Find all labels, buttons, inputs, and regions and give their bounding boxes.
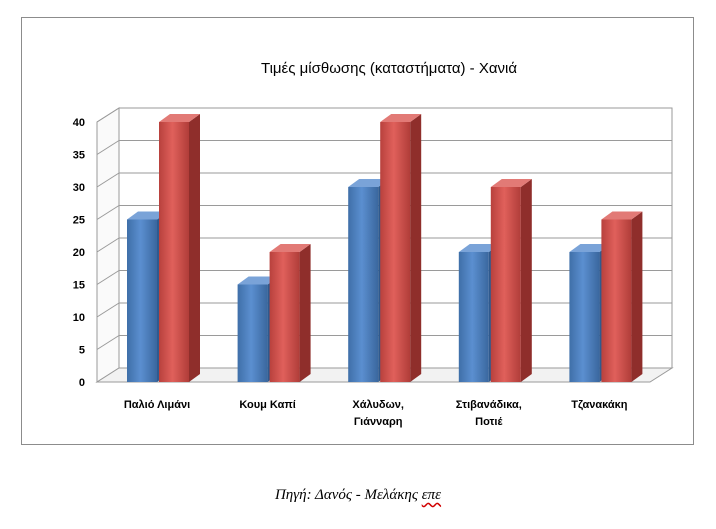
bars <box>127 114 643 382</box>
x-axis-labels: Παλιό Λιμάνι Κουμ Καπί Χάλυδων, Γιάνναρη Στι… <box>124 399 628 428</box>
x-tick-label: Στιβανάδικα, Ποτιέ <box>456 399 522 428</box>
gridline <box>96 237 120 253</box>
bar <box>380 114 422 382</box>
source-caption: Πηγή: Δανός - Μελάκης επε <box>0 487 716 504</box>
y-tick-label: 40 <box>73 117 85 129</box>
y-axis-ticks: 0 5 10 15 20 25 30 35 40 <box>73 117 85 389</box>
chart-frame: Τιμές μίσθωσης (καταστήματα) - Χανιά 0 5 1… <box>21 17 694 445</box>
gridline <box>96 335 120 350</box>
x-tick-label: Κουμ Καπί <box>239 399 296 411</box>
bar <box>269 244 311 382</box>
y-tick-label: 30 <box>73 182 85 194</box>
y-tick-label: 20 <box>73 247 85 259</box>
bar <box>601 211 643 382</box>
x-tick-label: Τζανακάκη <box>571 399 627 411</box>
bar-chart: Τιμές μίσθωσης (καταστήματα) - Χανιά 0 5 1… <box>73 60 674 428</box>
gridline <box>96 270 120 285</box>
source-text: Πηγή: Δανός - Μελάκης <box>274 487 422 503</box>
gridline <box>96 140 120 155</box>
source-text-suffix: επε <box>421 487 442 503</box>
x-tick-label: Παλιό Λιμάνι <box>124 399 190 411</box>
chart-title: Τιμές μίσθωσης (καταστήματα) - Χανιά <box>261 60 517 77</box>
gridline <box>96 107 120 123</box>
y-tick-label: 0 <box>79 377 85 389</box>
gridline <box>96 172 120 188</box>
y-tick-label: 5 <box>79 345 85 357</box>
gridline <box>96 302 120 318</box>
bar <box>159 114 200 382</box>
y-tick-label: 10 <box>73 312 85 324</box>
x-tick-label: Χάλυδων, Γιάνναρη <box>352 399 404 428</box>
bar <box>490 179 532 382</box>
y-tick-label: 15 <box>73 280 85 292</box>
y-tick-label: 35 <box>73 150 85 162</box>
gridline <box>96 205 120 220</box>
y-tick-label: 25 <box>73 215 85 227</box>
